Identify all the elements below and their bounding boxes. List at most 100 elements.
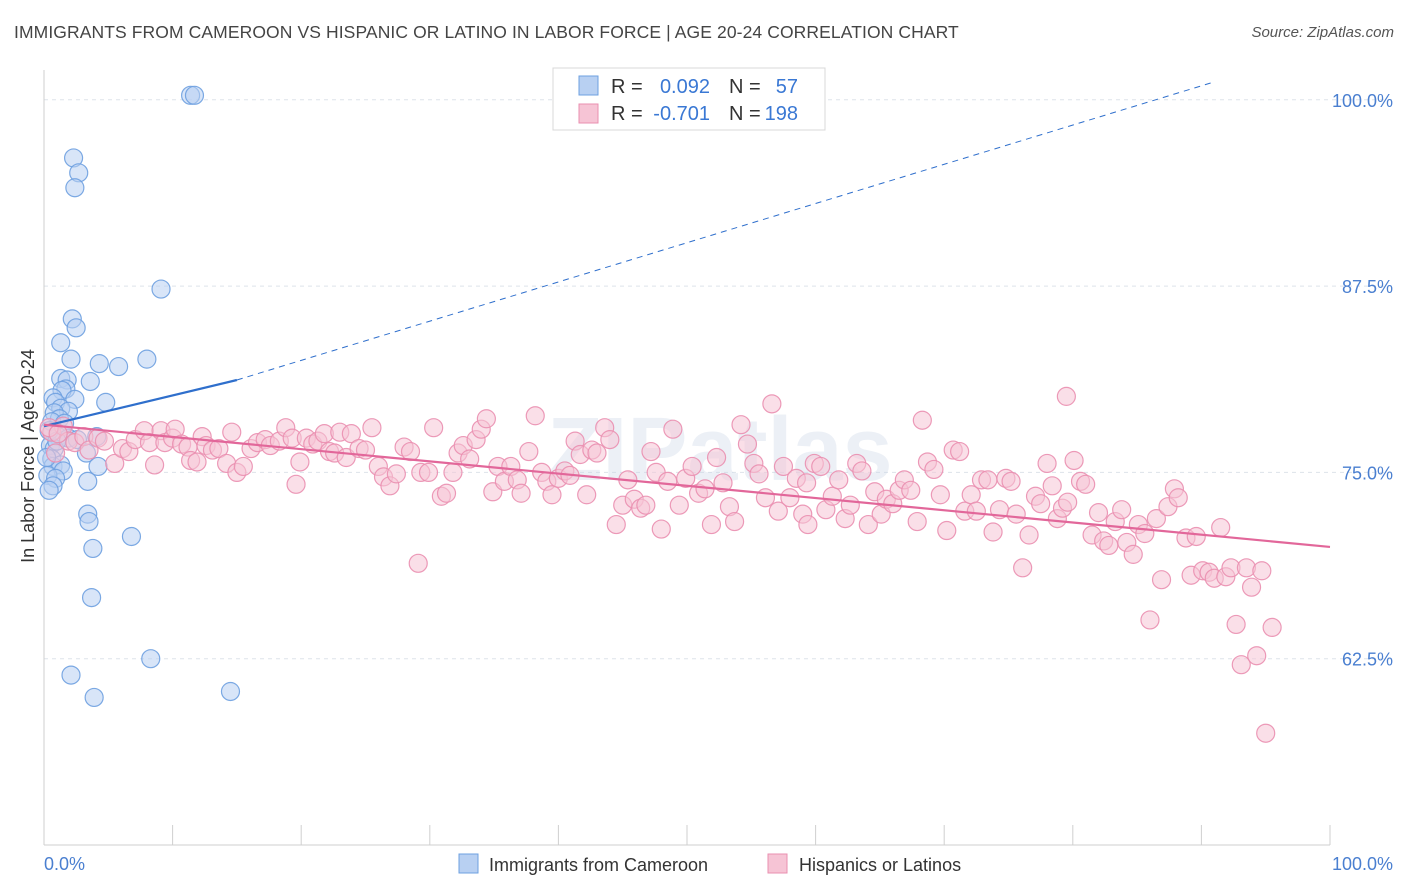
point-pink-165 xyxy=(1042,476,1062,496)
point-pink-158 xyxy=(1001,471,1021,491)
series-immigrants-from-cameroon xyxy=(36,85,241,708)
point-pink-145 xyxy=(924,459,944,480)
bottom-legend-swatch-blue xyxy=(458,853,479,874)
point-pink-142 xyxy=(907,511,927,532)
legend-swatch-blue xyxy=(578,75,599,96)
point-blue-5 xyxy=(151,279,171,299)
y-tick-label-3: 100.0% xyxy=(1332,91,1393,111)
point-pink-27 xyxy=(209,438,229,459)
point-pink-131 xyxy=(840,495,860,515)
point-pink-173 xyxy=(1088,503,1109,523)
chart-title: IMMIGRANTS FROM CAMEROON VS HISPANIC OR … xyxy=(14,22,959,42)
x-tick-label-1: 100.0% xyxy=(1332,854,1393,874)
point-pink-113 xyxy=(731,415,751,435)
point-pink-87 xyxy=(577,485,597,505)
point-pink-206 xyxy=(796,473,817,493)
point-pink-190 xyxy=(1186,526,1206,547)
trend-line-blue xyxy=(43,378,238,428)
point-pink-52 xyxy=(362,418,382,438)
gridlines xyxy=(44,99,1392,660)
point-pink-207 xyxy=(408,553,428,573)
point-blue-21 xyxy=(96,392,116,412)
point-pink-105 xyxy=(682,456,702,477)
point-pink-56 xyxy=(386,464,406,484)
point-pink-1 xyxy=(45,443,66,463)
point-pink-152 xyxy=(966,501,986,521)
point-pink-40 xyxy=(290,452,310,472)
legend-n-value-1: 57 xyxy=(776,76,798,98)
point-pink-134 xyxy=(858,514,878,535)
legend-r-value-1: 0.092 xyxy=(660,76,710,98)
point-blue-48 xyxy=(83,538,103,559)
point-pink-204 xyxy=(1256,723,1276,743)
point-blue-11 xyxy=(89,354,109,374)
point-blue-4 xyxy=(65,178,85,198)
point-blue-9 xyxy=(61,349,81,369)
point-pink-205 xyxy=(1056,386,1076,406)
point-pink-121 xyxy=(780,488,800,508)
y-tick-label-0: 62.5% xyxy=(1342,650,1393,670)
point-blue-46 xyxy=(79,511,99,532)
point-pink-201 xyxy=(1247,646,1267,666)
point-pink-209 xyxy=(48,424,68,444)
point-pink-101 xyxy=(658,471,678,491)
point-pink-203 xyxy=(1262,617,1282,638)
point-pink-179 xyxy=(1123,544,1143,564)
point-pink-91 xyxy=(600,430,620,450)
point-pink-117 xyxy=(755,488,776,508)
point-pink-200 xyxy=(1241,577,1262,597)
point-pink-126 xyxy=(811,456,831,477)
point-pink-197 xyxy=(1226,614,1246,635)
point-pink-60 xyxy=(418,462,439,483)
legend-r-label-1: R = xyxy=(611,76,643,98)
point-pink-108 xyxy=(701,514,722,535)
point-pink-120 xyxy=(773,456,794,477)
point-blue-8 xyxy=(51,333,71,353)
point-pink-168 xyxy=(1058,492,1078,512)
legend-r-value-2: -0.701 xyxy=(653,103,710,125)
point-pink-23 xyxy=(187,452,207,472)
point-pink-9 xyxy=(105,453,125,474)
y-tick-label-2: 87.5% xyxy=(1342,277,1393,297)
point-pink-67 xyxy=(460,449,480,469)
point-pink-97 xyxy=(636,495,656,515)
point-pink-133 xyxy=(852,461,872,481)
point-pink-110 xyxy=(713,473,733,493)
point-pink-124 xyxy=(798,514,818,535)
point-pink-194 xyxy=(1211,517,1231,538)
point-pink-78 xyxy=(525,406,545,426)
point-pink-116 xyxy=(749,464,769,484)
point-pink-102 xyxy=(663,419,683,439)
point-pink-112 xyxy=(724,511,745,532)
y-tick-label-1: 75.0% xyxy=(1342,463,1393,483)
point-pink-175 xyxy=(1099,535,1119,556)
point-pink-128 xyxy=(822,486,842,506)
point-pink-184 xyxy=(1151,570,1172,590)
point-blue-15 xyxy=(80,371,100,392)
point-blue-52 xyxy=(84,687,104,708)
point-pink-118 xyxy=(762,394,782,414)
point-pink-155 xyxy=(983,522,1003,542)
point-pink-61 xyxy=(424,418,444,438)
x-tick-labels: 0.0% 100.0% xyxy=(44,854,1393,874)
bottom-legend-label-1: Immigrants from Cameroon xyxy=(489,855,708,875)
point-pink-141 xyxy=(901,480,921,500)
bottom-legend: Immigrants from Cameroon Hispanics or La… xyxy=(458,853,961,875)
point-pink-129 xyxy=(829,470,849,490)
legend-n-label-1: N = xyxy=(729,76,761,98)
y-axis-title: In Labor Force | Age 20-24 xyxy=(18,349,38,563)
point-pink-149 xyxy=(950,441,970,462)
point-blue-12 xyxy=(108,356,129,377)
point-pink-81 xyxy=(542,485,562,505)
point-pink-63 xyxy=(436,483,457,503)
legend: R = 0.092 N = 57 R = -0.701 N = 198 xyxy=(552,67,826,131)
point-blue-49 xyxy=(81,587,102,608)
point-pink-114 xyxy=(737,434,758,454)
point-pink-181 xyxy=(1135,523,1155,544)
point-pink-64 xyxy=(443,462,463,483)
point-pink-109 xyxy=(706,447,727,468)
trend-lines xyxy=(43,81,1331,549)
legend-n-label-2: N = xyxy=(729,103,761,125)
point-pink-76 xyxy=(511,483,531,503)
point-pink-182 xyxy=(1140,610,1160,630)
